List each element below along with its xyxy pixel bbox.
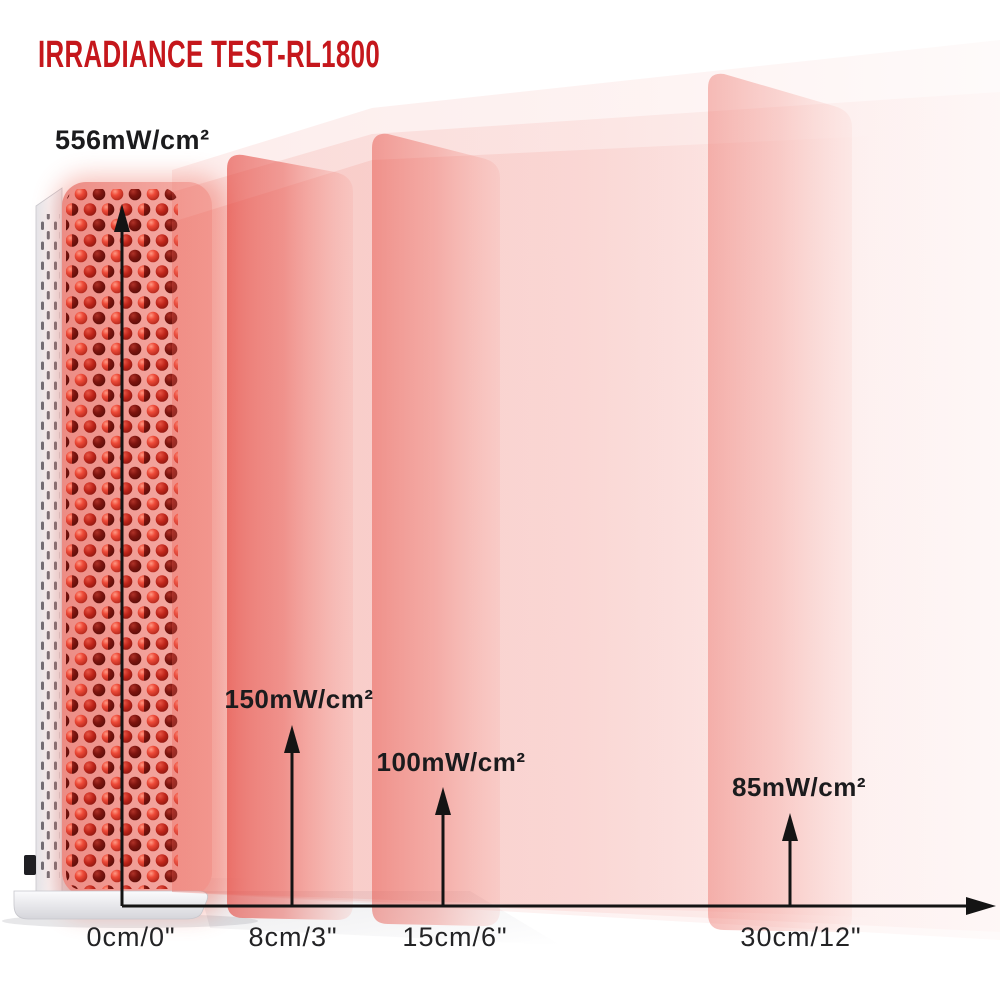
distance-axis <box>122 897 996 915</box>
axis-tick-label-0cm: 0cm/0" <box>86 922 176 952</box>
arrow-up-icon <box>114 204 130 232</box>
irradiance-value-15cm: 100mW/cm² <box>376 747 526 777</box>
measurement-arrows <box>114 204 798 906</box>
irradiance-value-30cm: 85mW/cm² <box>731 772 867 802</box>
beam-planes <box>227 73 852 933</box>
arrow-up-icon <box>782 813 798 841</box>
axis-tick-label-8cm: 8cm/3" <box>248 922 338 952</box>
axis-tick-label-15cm: 15cm/6" <box>402 922 508 952</box>
measure-arrow-30cm <box>782 813 798 906</box>
axis-tick-label-30cm: 30cm/12" <box>740 922 862 952</box>
beam-plane-30cm <box>708 73 852 933</box>
measure-arrow-0cm <box>114 204 130 906</box>
page-title: IRRADIANCE TEST-RL1800 <box>38 34 381 76</box>
beam-plane-15cm <box>372 133 500 926</box>
measure-arrow-8cm <box>284 725 300 906</box>
vent-grille <box>40 214 60 878</box>
axis-arrowhead <box>966 897 996 915</box>
irradiance-value-0cm: 556mW/cm² <box>55 125 210 155</box>
arrow-up-icon <box>435 787 451 815</box>
beam-plane-8cm <box>227 154 353 920</box>
power-switch <box>24 855 36 875</box>
measure-arrow-15cm <box>435 787 451 906</box>
arrow-up-icon <box>284 725 300 753</box>
irradiance-value-8cm: 150mW/cm² <box>224 684 374 714</box>
